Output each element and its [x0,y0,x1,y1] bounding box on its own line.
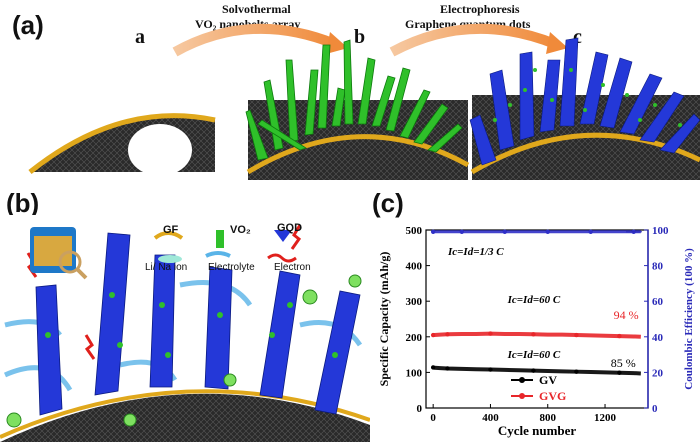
x-tick-label: 400 [482,412,499,424]
process-arrow-1 [172,23,337,57]
series-line-gv [432,365,641,376]
x-tick-label: 800 [539,412,556,424]
x-axis-label: Cycle number [498,423,577,438]
y2-tick-label: 0 [652,403,658,415]
data-point [617,333,622,339]
arrow1-line1: Solvothermal [222,2,291,16]
legend-gv-label: GV [539,373,557,387]
step-label-b: b [354,26,366,48]
y2-tick-label: 40 [652,332,664,344]
annotation-gvg-rate: Ic=Id=60 C [507,294,561,306]
legend-gf: GF [163,224,179,236]
panel-a-illustration [28,23,700,180]
y2-tick-label: 80 [652,261,664,273]
y2-tick-label: 60 [652,296,664,308]
arrow2-line1: Electrophoresis [440,2,520,16]
panel-label-a: (a) [12,10,44,40]
annotation-gvg-retention: 94 % [614,308,639,322]
data-point [430,365,436,370]
data-point [617,370,622,375]
y-tick-label: 300 [406,296,423,308]
step-label-c: c [573,26,582,48]
series-line-gvg [433,331,641,339]
y-tick-label: 0 [417,403,423,415]
panel-label-b: (b) [6,188,40,218]
legend-ion: Li/ Na ion [145,262,188,273]
magnifier-icon [58,250,82,274]
annotation-gv-retention: 85 % [611,356,636,370]
legend-gv-marker [519,377,525,383]
data-point [574,369,579,374]
data-point [445,332,450,337]
data-point [430,332,436,338]
data-point [502,229,507,234]
y2-axis-label: Coulombic Efficiency (100 %) [683,248,695,390]
y-tick-label: 400 [406,261,423,273]
data-point [588,229,593,234]
legend-gqd: GQD [277,222,303,234]
gqd-coated-array [469,37,700,180]
x-tick-label: 0 [430,412,436,424]
legend-vo2: VO₂ [230,224,251,236]
y-tick-label: 100 [406,367,423,379]
bare-foam [28,113,216,176]
data-point [545,229,550,234]
y2-tick-label: 20 [652,367,664,379]
data-point [459,229,465,234]
cycling-chart: 0 100 200 300 400 500 0 20 40 60 80 100 0 400 800 1200 C… [377,225,695,438]
y-axis-label: Specific Capacity (mAh/g) [377,252,391,387]
x-tick-label: 1200 [594,412,617,424]
step-label-a: a [135,26,145,48]
data-point [574,332,579,338]
data-point [531,368,536,373]
data-point [531,332,536,337]
vo2-nanobelt-array [245,39,470,180]
data-point [488,331,493,336]
data-point [430,229,436,234]
annotation-gv-rate: Ic=Id=60 C [507,349,561,361]
y2-tick-label: 100 [652,225,669,237]
panel-label-c: (c) [372,188,404,218]
legend-electron: Electron [274,262,311,273]
legend-gvg-marker [519,393,525,399]
panel-b-legend-graphics [30,227,297,280]
legend-gvg-label: GVG [539,389,566,403]
data-point [445,366,450,371]
annotation-low-rate: Ic=Id=1/3 C [447,246,504,258]
legend-electrolyte: Electrolyte [208,262,255,273]
y-tick-label: 500 [406,225,423,237]
process-arrow-2 [389,23,557,57]
data-point [488,367,493,372]
y-tick-label: 200 [406,332,423,344]
